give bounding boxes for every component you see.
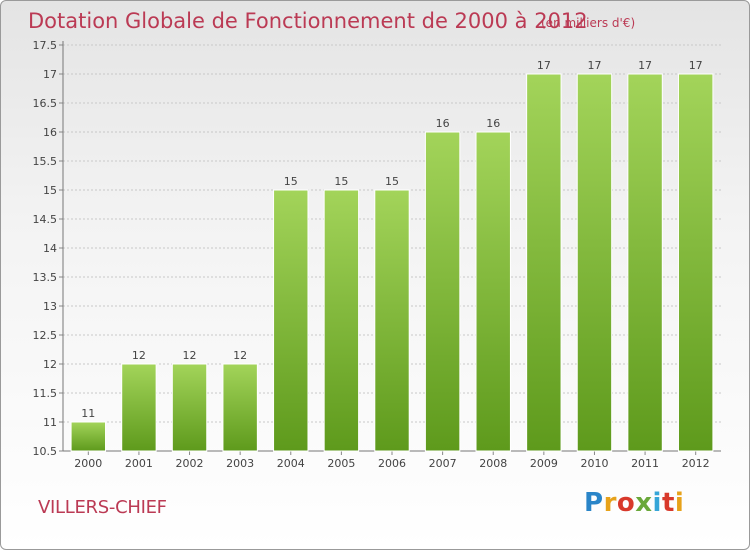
y-tick-label: 13.5	[33, 271, 58, 284]
y-tick-label: 16.5	[33, 97, 58, 110]
data-label: 16	[486, 117, 500, 130]
bar-2008	[475, 131, 511, 452]
bar-2006	[374, 189, 410, 452]
bar-2002	[171, 363, 208, 452]
y-tick-label: 17	[43, 68, 57, 81]
data-label: 17	[587, 59, 601, 72]
x-tick-label: 2011	[631, 457, 659, 470]
x-tick-label: 2000	[74, 457, 102, 470]
data-label: 12	[233, 349, 247, 362]
data-label: 15	[334, 175, 348, 188]
bar-2012	[677, 73, 714, 452]
bar-2009	[526, 73, 562, 452]
x-tick-label: 2009	[530, 457, 558, 470]
data-label: 11	[81, 407, 95, 420]
y-tick-label: 10.5	[33, 445, 58, 458]
bar-2003	[222, 363, 258, 452]
x-tick-label: 2007	[429, 457, 457, 470]
chart-subtitle: (en milliers d'€)	[541, 16, 636, 30]
data-label: 17	[537, 59, 551, 72]
bar-2000	[70, 421, 107, 452]
data-label: 16	[436, 117, 450, 130]
y-tick-label: 13	[43, 300, 57, 313]
commune-name: VILLERS-CHIEF	[38, 497, 167, 518]
x-tick-label: 2012	[682, 457, 710, 470]
x-tick-label: 2003	[226, 457, 254, 470]
data-label: 15	[284, 175, 298, 188]
x-tick-label: 2001	[125, 457, 153, 470]
bar-2005	[323, 189, 360, 452]
y-tick-label: 12	[43, 358, 57, 371]
bar-2001	[121, 363, 157, 452]
data-label: 17	[689, 59, 703, 72]
y-tick-label: 14.5	[33, 213, 58, 226]
data-label: 17	[638, 59, 652, 72]
x-tick-label: 2010	[580, 457, 608, 470]
y-tick-label: 15	[43, 184, 57, 197]
bars	[70, 73, 714, 452]
data-label: 12	[132, 349, 146, 362]
bar-2007	[424, 131, 461, 452]
data-label: 15	[385, 175, 399, 188]
x-tick-label: 2006	[378, 457, 406, 470]
data-labels: 11 12 12 12 15 15 15 16 16 17 17 17 17	[81, 59, 702, 420]
chart-title: Dotation Globale de Fonctionnement de 20…	[28, 9, 588, 33]
x-tick-label: 2004	[277, 457, 305, 470]
bar-2010	[576, 73, 613, 452]
y-tick-label: 11.5	[33, 387, 58, 400]
bar-2011	[627, 73, 663, 452]
y-tick-label: 12.5	[33, 329, 58, 342]
x-tick-label: 2005	[327, 457, 355, 470]
data-label: 12	[183, 349, 197, 362]
bar-2004	[273, 189, 309, 452]
proxiti-logo[interactable]: Proxiti	[584, 488, 685, 518]
y-tick-label: 14	[43, 242, 57, 255]
x-tick-label: 2002	[176, 457, 204, 470]
y-tick-label: 15.5	[33, 155, 58, 168]
y-tick-label: 11	[43, 416, 57, 429]
y-tick-label: 16	[43, 126, 57, 139]
x-tick-label: 2008	[479, 457, 507, 470]
y-tick-label: 17.5	[33, 39, 58, 52]
